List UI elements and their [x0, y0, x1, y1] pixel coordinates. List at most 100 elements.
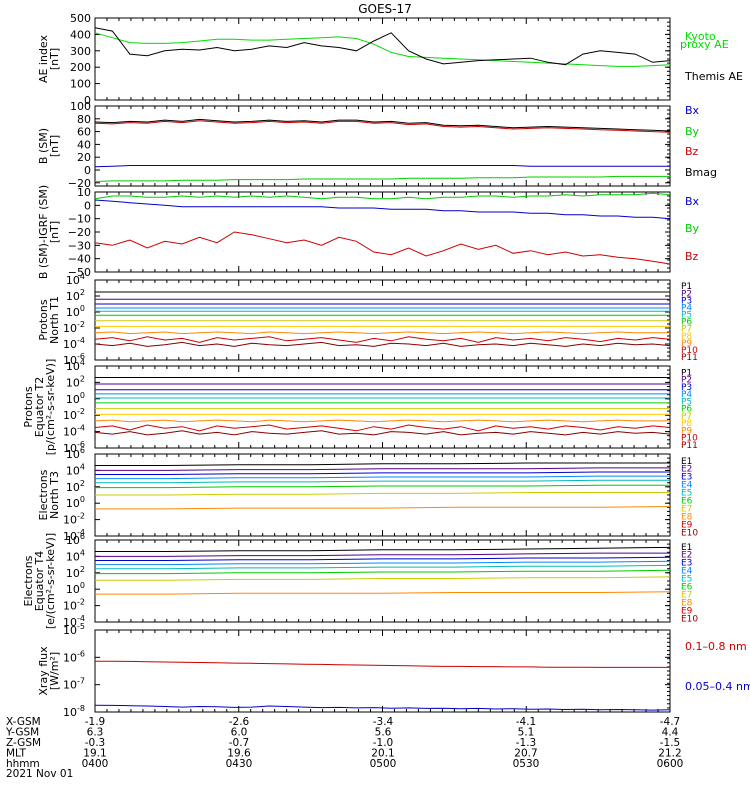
y-tick-label: 10-2 [63, 407, 85, 422]
series-e2 [95, 467, 670, 471]
footer-label: Y-GSM [5, 727, 39, 739]
legend-entry: E8 [681, 513, 693, 523]
series-e5 [95, 564, 671, 570]
y-tick-label: 10-4 [63, 614, 85, 629]
y-tick-label: −50 [68, 266, 91, 279]
footer-label: MLT [6, 748, 26, 760]
series-by [94, 175, 670, 182]
footer-value: -1.3 [516, 737, 537, 749]
y-tick-label: 300 [70, 45, 91, 58]
footer-value: 20.1 [371, 748, 394, 760]
series-e1 [95, 546, 671, 552]
y-tick-label: 500 [70, 12, 91, 25]
legend-entry: By [685, 222, 700, 235]
legend-entry: Bz [685, 145, 699, 158]
legend-entry: E5 [681, 575, 692, 585]
series-p9 [94, 331, 670, 335]
series-e7 [95, 576, 671, 581]
series-kyoto-proxy-ae [94, 32, 671, 67]
footer-value: 4.4 [662, 727, 679, 739]
legend-entry: 0.05–0.4 nm [685, 680, 750, 693]
legend-entry: P5 [681, 311, 692, 321]
legend-entry: E9 [681, 606, 693, 616]
y-tick-label: 10-4 [63, 336, 85, 351]
legend-entry: P2 [681, 376, 692, 386]
y-tick-label: 104 [66, 548, 85, 563]
y-tick-label: 0 [84, 94, 91, 107]
y-tick-label: 10-2 [63, 512, 85, 527]
y-tick-label: 10-8 [63, 704, 85, 719]
y-tick-label: 100 [70, 100, 91, 113]
panel-frame [94, 105, 671, 187]
footer-value: -1.0 [373, 737, 394, 749]
y-tick-label: 100 [66, 581, 85, 596]
legend-entry: P11 [681, 441, 698, 451]
y-axis-label: Protons [22, 386, 35, 427]
y-tick-label: 0 [84, 199, 91, 212]
y-tick-label: 0 [84, 164, 91, 177]
panel-frame [94, 191, 671, 273]
series-bx [94, 165, 670, 168]
series-e3 [95, 471, 670, 475]
legend-entry: E10 [681, 528, 698, 538]
footer-value: 0500 [370, 758, 397, 770]
legend-entry: P9 [681, 339, 692, 349]
legend-entry: P10 [681, 346, 698, 356]
legend-entry: Themis AE [684, 70, 743, 83]
legend-entry: E4 [681, 567, 693, 577]
y-tick-label: 10-7 [63, 677, 85, 692]
y-tick-label: 80 [77, 113, 91, 126]
y-axis-label: Xray flux [37, 646, 50, 696]
footer-value: -1.5 [660, 737, 681, 749]
y-axis-label: B (SM) [37, 128, 50, 164]
footer-value: 5.6 [375, 727, 392, 739]
y-tick-label: 20 [77, 151, 91, 164]
plot-title: GOES-17 [358, 2, 412, 16]
panel-frame [94, 629, 671, 713]
y-tick-label: 10-6 [63, 352, 85, 367]
y-tick-label: 102 [66, 288, 85, 303]
y-axis-label: [nT] [48, 135, 61, 157]
legend-entry: E5 [681, 489, 692, 499]
footer-value: 0530 [513, 758, 540, 770]
series-p10 [94, 424, 671, 432]
legend-entry: P1 [681, 282, 692, 292]
series-e6 [95, 569, 671, 575]
series-by [94, 192, 671, 200]
legend-entry: E7 [681, 505, 692, 515]
legend-entry: P10 [681, 434, 698, 444]
legend-entry: E3 [681, 559, 692, 569]
legend-entry: P1 [681, 368, 692, 378]
legend-entry: E8 [681, 599, 693, 609]
legend-entry: E2 [681, 465, 692, 475]
legend-entry: P4 [681, 303, 692, 313]
series-p9 [94, 419, 670, 423]
series-e8 [95, 591, 671, 595]
legend-entry: P3 [681, 296, 692, 306]
y-tick-label: −30 [68, 239, 91, 252]
footer-value: 0400 [82, 758, 109, 770]
legend-entry: P8 [681, 419, 692, 429]
legend-entry: P7 [681, 325, 692, 335]
panel-8: 10-8 10-7 10-6 10-5 Xray flux[W/m²] 0.1–0.8 n… [37, 622, 750, 719]
y-tick-label: 104 [66, 462, 85, 477]
y-tick-label: 102 [66, 374, 85, 389]
y-tick-label: 106 [66, 532, 85, 547]
footer-label: hhmm [6, 758, 40, 770]
y-tick-label: 10-5 [63, 622, 85, 637]
legend-entry: E1 [681, 457, 692, 467]
y-tick-label: 104 [66, 358, 85, 373]
y-tick-label: 100 [66, 495, 85, 510]
legend-entry: Bmag [685, 166, 717, 179]
footer-value: 5.1 [518, 727, 535, 739]
series-p10 [94, 336, 671, 343]
y-tick-label: 10 [77, 186, 91, 199]
series-e3 [95, 556, 671, 561]
y-tick-label: 10-4 [63, 528, 85, 543]
